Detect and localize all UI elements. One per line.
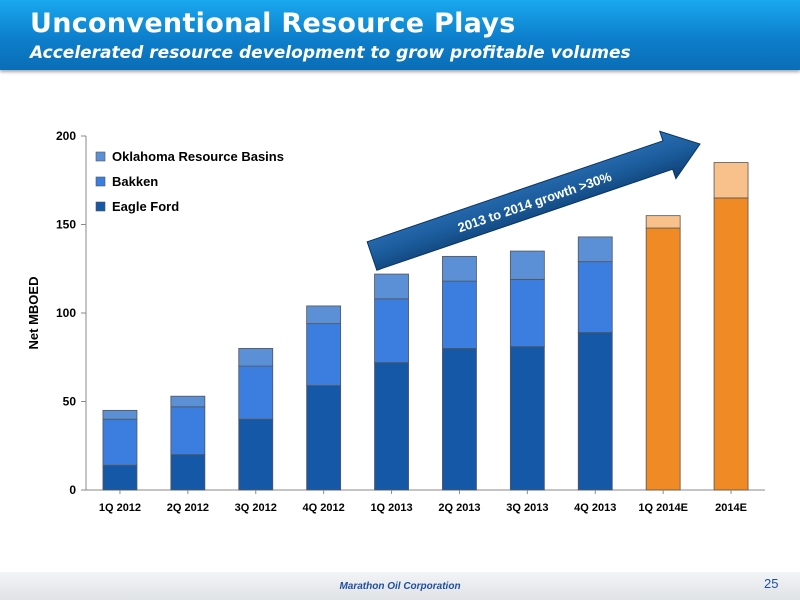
x-tick-label: 4Q 2013 [574, 502, 616, 514]
y-tick-label: 50 [63, 395, 77, 409]
bar-oklahoma-resource-basins [577, 236, 613, 263]
bar-eagle-ford [238, 418, 274, 491]
bar-bakken [374, 298, 409, 363]
bar-eagle-ford [509, 346, 545, 491]
footer-band [0, 572, 800, 600]
bar-oklahoma-resource-basins [713, 162, 749, 199]
y-axis-title: Net MBOED [26, 277, 41, 350]
bar-bakken [306, 323, 342, 386]
bar-oklahoma-resource-basins [442, 255, 477, 282]
x-tick-label: 4Q 2012 [303, 502, 345, 514]
legend-label: Eagle Ford [112, 199, 179, 214]
bar-oklahoma-resource-basins [170, 395, 206, 408]
bar-bakken [238, 365, 274, 420]
bar-eagle-ford [170, 454, 206, 491]
bar-eagle-ford [102, 464, 138, 491]
y-tick-label: 200 [56, 129, 76, 143]
slide-subtitle: Accelerated resource development to grow… [30, 43, 631, 63]
x-tick-label: 2Q 2012 [167, 502, 209, 514]
x-tick-label: 1Q 2013 [370, 502, 412, 514]
stacked-bar-chart: 0 50 100 150 200 Net MBOED 1Q 2012 2Q 2012 3Q 2… [26, 129, 765, 514]
bar-bakken [577, 261, 613, 333]
bar-bakken [170, 406, 206, 455]
bar-oklahoma-resource-basins [102, 409, 138, 420]
bar-eagle-ford [577, 332, 613, 491]
bar-eagle-ford [306, 385, 342, 491]
x-tick-label: 1Q 2012 [99, 502, 141, 514]
page-number: 25 [764, 576, 779, 591]
legend-swatch [95, 201, 106, 212]
slide-title: Unconventional Resource Plays [30, 8, 516, 39]
bar-oklahoma-resource-basins [374, 273, 409, 300]
bar-eagle-ford [645, 227, 681, 491]
footer-company: Marathon Oil Corporation [339, 581, 461, 592]
bar-eagle-ford [442, 347, 477, 491]
bar-oklahoma-resource-basins [509, 250, 545, 280]
bar-eagle-ford [374, 362, 409, 491]
title-banner: Unconventional Resource Plays Accelerate… [0, 0, 800, 70]
y-tick-label: 100 [56, 306, 76, 320]
legend-label: Oklahoma Resource Basins [112, 149, 284, 164]
bar-bakken [102, 418, 138, 466]
growth-annotation-text: 2013 to 2014 growth >30% [456, 169, 614, 236]
bar-bakken [442, 280, 477, 349]
x-tick-label: 3Q 2012 [235, 502, 277, 514]
x-tick-label: 2014E [715, 502, 747, 514]
x-tick-label: 2Q 2013 [438, 502, 480, 514]
bar-oklahoma-resource-basins [645, 215, 681, 229]
bar-oklahoma-resource-basins [306, 305, 342, 325]
bar-oklahoma-resource-basins [238, 347, 274, 367]
y-tick-label: 150 [56, 218, 76, 232]
legend-swatch [95, 151, 106, 162]
legend-label: Bakken [112, 174, 158, 189]
bar-eagle-ford [713, 197, 749, 491]
legend-swatch [95, 176, 106, 187]
x-tick-label: 3Q 2013 [506, 502, 548, 514]
bar-bakken [509, 278, 545, 348]
y-tick-label: 0 [69, 483, 76, 497]
x-tick-label: 1Q 2014E [638, 502, 688, 514]
growth-arrow [366, 130, 701, 271]
